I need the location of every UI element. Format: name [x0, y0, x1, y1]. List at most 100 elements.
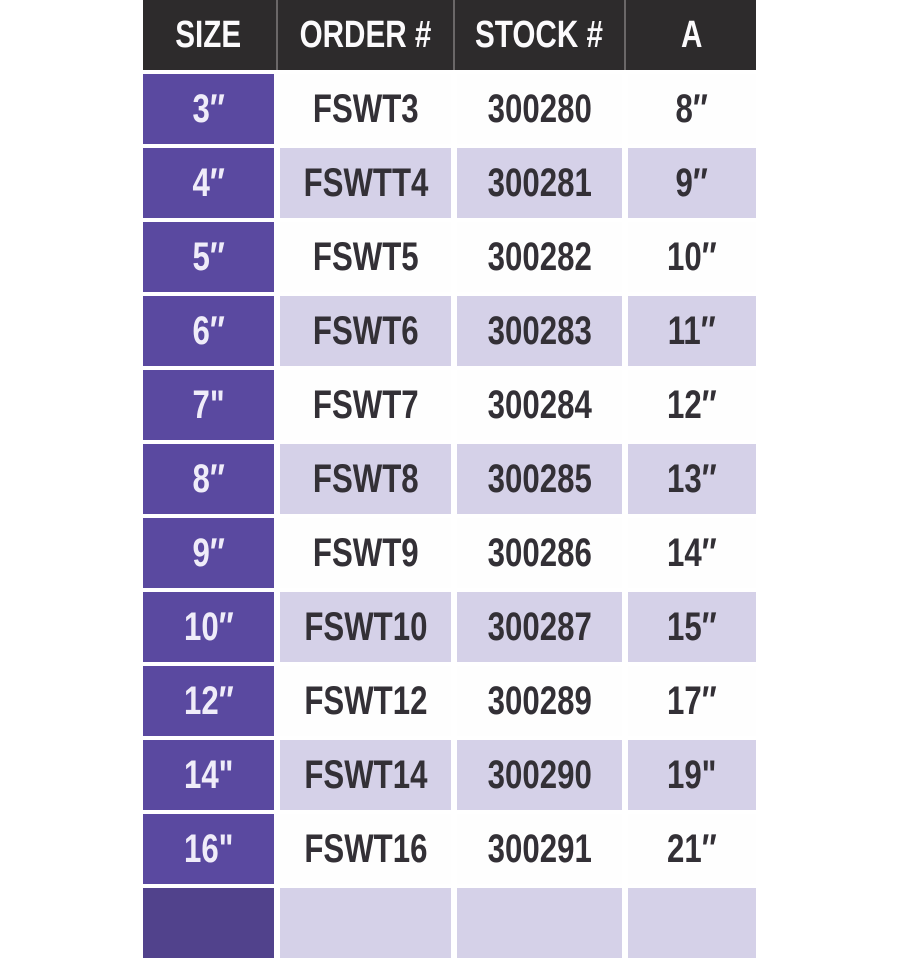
order-value: FSWTT4	[303, 160, 428, 205]
size-cell: 6″	[143, 296, 274, 366]
order-value: FSWT16	[303, 826, 428, 871]
stock-cell	[457, 888, 622, 958]
a-value: 21″	[667, 826, 717, 871]
a-value: 17″	[667, 678, 717, 723]
a-value: 12″	[667, 382, 717, 427]
a-cell: 21″	[628, 814, 756, 884]
table-row: 10″ FSWT10 300287 15″	[143, 592, 756, 662]
stock-value: 300291	[487, 826, 592, 871]
table-row: 3″ FSWT3 300280 8″	[143, 74, 756, 144]
a-value: 9″	[675, 160, 709, 205]
a-cell	[628, 888, 756, 958]
table-row: 9″ FSWT9 300286 14″	[143, 518, 756, 588]
a-cell: 19"	[628, 740, 756, 810]
a-cell: 12″	[628, 370, 756, 440]
size-value: 5″	[192, 234, 225, 279]
a-value: 14″	[667, 530, 717, 575]
header-divider	[624, 0, 626, 70]
a-cell: 8″	[628, 74, 756, 144]
size-value: 8″	[192, 456, 225, 501]
size-value: 4″	[192, 160, 225, 205]
order-value: FSWT3	[312, 86, 419, 131]
order-value: FSWT14	[303, 752, 428, 797]
size-value: 14"	[183, 752, 234, 797]
column-header-stock: STOCK #	[457, 0, 622, 70]
stock-cell: 300282	[457, 222, 622, 292]
stock-cell: 300284	[457, 370, 622, 440]
a-cell: 9″	[628, 148, 756, 218]
table-row: 8″ FSWT8 300285 13″	[143, 444, 756, 514]
stock-value: 300284	[487, 382, 592, 427]
table-header-row: SIZE ORDER # STOCK # A	[143, 0, 756, 70]
a-value: 13″	[667, 456, 717, 501]
size-cell: 7"	[143, 370, 274, 440]
header-divider	[453, 0, 455, 70]
size-cell: 10″	[143, 592, 274, 662]
size-value: 6″	[192, 308, 225, 353]
table-row: 16" FSWT16 300291 21″	[143, 814, 756, 884]
stock-cell: 300283	[457, 296, 622, 366]
size-cell: 12″	[143, 666, 274, 736]
size-cell	[143, 888, 274, 958]
a-value: 15″	[667, 604, 717, 649]
size-value: 7"	[192, 382, 225, 427]
stock-value: 300280	[487, 86, 592, 131]
order-cell	[280, 888, 451, 958]
order-value: FSWT6	[312, 308, 419, 353]
order-cell: FSWT8	[280, 444, 451, 514]
size-cell: 9″	[143, 518, 274, 588]
stock-cell: 300280	[457, 74, 622, 144]
stock-value: 300281	[487, 160, 592, 205]
table-row: 14" FSWT14 300290 19"	[143, 740, 756, 810]
stock-cell: 300286	[457, 518, 622, 588]
a-value: 19"	[667, 752, 717, 797]
order-value: FSWT5	[312, 234, 419, 279]
size-cell: 8″	[143, 444, 274, 514]
stock-value: 300286	[487, 530, 592, 575]
a-value: 11″	[668, 308, 716, 353]
order-cell: FSWTT4	[280, 148, 451, 218]
order-cell: FSWT14	[280, 740, 451, 810]
column-header-order: ORDER #	[280, 0, 451, 70]
size-cell: 4″	[143, 148, 274, 218]
column-header-order-label: ORDER #	[299, 13, 432, 56]
header-divider	[276, 0, 278, 70]
stock-value: 300290	[487, 752, 592, 797]
order-cell: FSWT5	[280, 222, 451, 292]
column-header-size-label: SIZE	[175, 13, 242, 56]
table-row: 4″ FSWTT4 300281 9″	[143, 148, 756, 218]
a-value: 10″	[667, 234, 717, 279]
size-cell: 3″	[143, 74, 274, 144]
stock-value: 300289	[487, 678, 592, 723]
a-value: 8″	[675, 86, 709, 131]
a-cell: 10″	[628, 222, 756, 292]
order-value: FSWT12	[303, 678, 428, 723]
size-value: 9″	[192, 530, 225, 575]
stock-value: 300285	[487, 456, 592, 501]
size-cell: 5″	[143, 222, 274, 292]
stock-cell: 300281	[457, 148, 622, 218]
product-spec-table: SIZE ORDER # STOCK # A 3″ FSWT3 300280 8…	[143, 0, 756, 962]
table-row-partial	[143, 888, 756, 958]
a-cell: 13″	[628, 444, 756, 514]
order-cell: FSWT6	[280, 296, 451, 366]
stock-value: 300283	[487, 308, 592, 353]
a-cell: 15″	[628, 592, 756, 662]
table-row: 6″ FSWT6 300283 11″	[143, 296, 756, 366]
order-value: FSWT9	[312, 530, 419, 575]
table-row: 7" FSWT7 300284 12″	[143, 370, 756, 440]
stock-cell: 300285	[457, 444, 622, 514]
size-value: 16"	[183, 826, 234, 871]
order-value: FSWT7	[312, 382, 419, 427]
size-cell: 16"	[143, 814, 274, 884]
size-value: 3″	[192, 86, 225, 131]
column-header-a: A	[628, 0, 756, 70]
table-row: 12″ FSWT12 300289 17″	[143, 666, 756, 736]
a-cell: 17″	[628, 666, 756, 736]
stock-value: 300287	[487, 604, 592, 649]
order-cell: FSWT12	[280, 666, 451, 736]
table-row: 5″ FSWT5 300282 10″	[143, 222, 756, 292]
stock-cell: 300289	[457, 666, 622, 736]
stock-value: 300282	[487, 234, 592, 279]
a-cell: 11″	[628, 296, 756, 366]
